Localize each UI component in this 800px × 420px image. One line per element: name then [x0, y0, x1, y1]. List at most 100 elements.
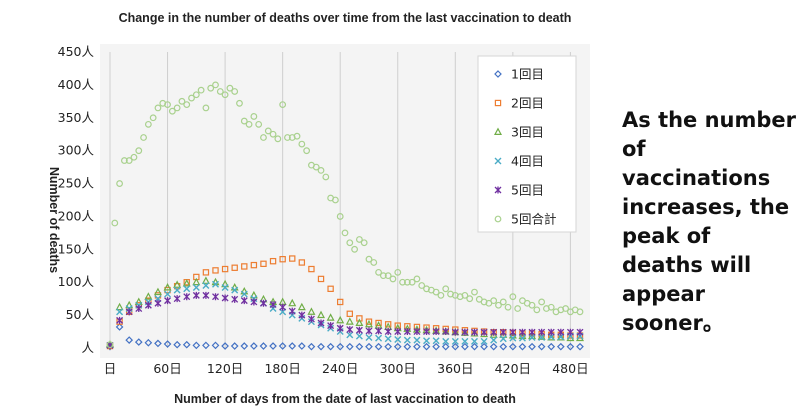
- data-point-series-1: [422, 342, 431, 351]
- data-point-series-6: [188, 94, 195, 102]
- data-point-series-3: [345, 317, 354, 325]
- data-point-series-2: [241, 263, 248, 270]
- legend-marker-4: [494, 157, 502, 165]
- data-point-series-3: [182, 279, 191, 287]
- data-point-series-6: [322, 173, 330, 181]
- data-point-series-4: [231, 286, 239, 294]
- data-point-series-1: [250, 342, 258, 350]
- data-point-series-6: [140, 134, 147, 141]
- data-point-series-5: [499, 328, 507, 336]
- data-point-series-4: [442, 337, 450, 345]
- data-point-series-5: [471, 328, 478, 336]
- data-point-series-1: [115, 323, 124, 331]
- data-point-series-2: [308, 265, 315, 273]
- data-point-series-1: [326, 342, 335, 351]
- data-point-series-5: [192, 291, 200, 299]
- data-point-series-4: [403, 336, 411, 344]
- data-point-series-6: [255, 120, 263, 128]
- y-tick-label: 350人: [58, 110, 95, 125]
- data-point-series-2: [279, 256, 286, 263]
- data-point-series-2: [337, 298, 344, 306]
- data-point-series-4: [375, 334, 383, 342]
- data-point-series-6: [379, 272, 387, 280]
- data-point-series-5: [317, 319, 325, 327]
- data-point-series-1: [441, 342, 450, 351]
- data-point-series-6: [192, 91, 200, 99]
- data-point-series-1: [125, 336, 134, 344]
- data-point-series-6: [226, 84, 234, 92]
- legend-label-3: 3回目: [511, 125, 544, 140]
- data-point-series-1: [134, 338, 143, 346]
- data-point-series-1: [259, 342, 268, 350]
- data-point-series-2: [365, 318, 373, 325]
- data-point-series-5: [298, 311, 306, 319]
- data-point-series-1: [336, 342, 345, 351]
- data-point-series-5: [279, 303, 287, 311]
- data-point-series-5: [164, 297, 172, 305]
- data-point-series-4: [221, 283, 229, 291]
- data-point-series-1: [547, 342, 556, 351]
- data-point-series-1: [144, 338, 153, 347]
- x-tick-label: 60日: [153, 361, 181, 376]
- data-point-series-5: [125, 308, 133, 316]
- data-point-series-1: [528, 342, 536, 351]
- data-point-series-1: [278, 342, 287, 350]
- y-tick-label: 100人: [58, 274, 95, 289]
- data-point-series-6: [466, 295, 474, 303]
- y-tick-label: 450人: [58, 44, 95, 59]
- data-point-series-1: [365, 342, 373, 351]
- legend-marker-6: [494, 215, 502, 223]
- data-point-series-6: [576, 308, 584, 316]
- chart-panel: 日 60日 120日 180日 240日 300日 360日 420日 480日 人 50人 100人…: [47, 11, 590, 406]
- legend-label-1: 1回目: [511, 67, 544, 82]
- data-point-series-1: [182, 340, 191, 349]
- data-point-series-5: [528, 328, 536, 336]
- data-point-series-6: [408, 278, 416, 286]
- data-point-series-6: [164, 101, 171, 109]
- y-tick-label: 人: [81, 340, 94, 355]
- data-point-series-5: [240, 297, 248, 305]
- data-point-series-2: [250, 261, 258, 269]
- data-point-series-5: [451, 328, 459, 336]
- data-point-series-3: [115, 302, 124, 311]
- data-point-series-6: [231, 88, 239, 95]
- data-point-series-6: [509, 293, 517, 301]
- data-point-series-5: [365, 327, 373, 335]
- data-point-series-1: [509, 342, 517, 351]
- data-point-series-5: [250, 298, 258, 306]
- data-point-series-5: [355, 326, 363, 334]
- data-point-series-3: [355, 318, 364, 327]
- data-point-series-6: [403, 278, 411, 286]
- data-point-series-5: [269, 301, 277, 309]
- data-point-series-1: [480, 342, 488, 351]
- data-point-series-5: [327, 322, 335, 330]
- data-point-series-6: [120, 157, 128, 164]
- data-point-series-6: [221, 91, 229, 99]
- data-point-series-5: [116, 316, 124, 324]
- data-point-series-6: [125, 157, 133, 164]
- legend-box: [477, 55, 577, 233]
- data-point-series-5: [480, 328, 488, 336]
- data-point-series-6: [240, 117, 248, 125]
- x-tick-label: 360日: [437, 361, 473, 376]
- data-point-series-3: [163, 283, 172, 291]
- data-point-series-3: [173, 280, 182, 288]
- y-tick-label: 300人: [58, 143, 95, 158]
- data-point-series-1: [489, 342, 498, 351]
- legend-label-6: 5回合計: [511, 212, 556, 227]
- data-point-series-5: [154, 299, 162, 307]
- data-point-series-6: [432, 288, 440, 296]
- data-point-series-3: [297, 302, 306, 311]
- data-point-series-1: [537, 342, 546, 351]
- data-point-series-5: [173, 295, 181, 303]
- data-point-series-4: [183, 285, 191, 293]
- data-point-series-6: [360, 239, 368, 247]
- data-point-series-6: [418, 282, 426, 289]
- data-point-series-6: [399, 278, 406, 286]
- data-point-series-3: [192, 277, 201, 286]
- data-point-series-6: [293, 132, 301, 140]
- data-point-series-1: [355, 342, 364, 351]
- data-point-series-1: [269, 342, 277, 350]
- data-point-series-2: [231, 264, 238, 271]
- data-point-series-4: [164, 290, 172, 298]
